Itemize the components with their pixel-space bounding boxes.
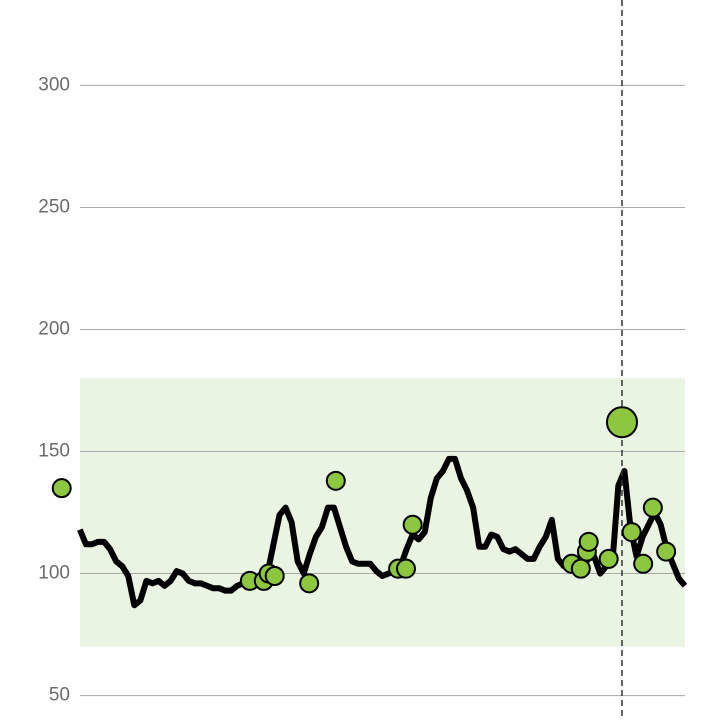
y-tick-label: 150	[38, 441, 70, 462]
reading-point	[598, 548, 619, 569]
reading-point	[299, 573, 320, 594]
reading-point	[264, 566, 285, 586]
reading-point	[642, 497, 663, 518]
target-range	[80, 378, 685, 647]
reading-point	[395, 558, 416, 579]
reading-point	[633, 553, 654, 574]
y-tick-label: 200	[38, 319, 70, 340]
y-tick-label: 300	[38, 74, 70, 95]
reading-point	[656, 541, 677, 562]
reading-point	[51, 478, 72, 499]
reading-point	[570, 558, 591, 579]
y-tick-label: 50	[49, 685, 70, 706]
y-tick-label: 100	[38, 563, 70, 584]
reading-point	[402, 514, 423, 535]
reading-point	[621, 522, 642, 543]
reading-point	[605, 406, 638, 439]
y-tick-label: 250	[38, 196, 70, 217]
reading-point	[578, 531, 599, 552]
reading-point	[325, 470, 346, 491]
